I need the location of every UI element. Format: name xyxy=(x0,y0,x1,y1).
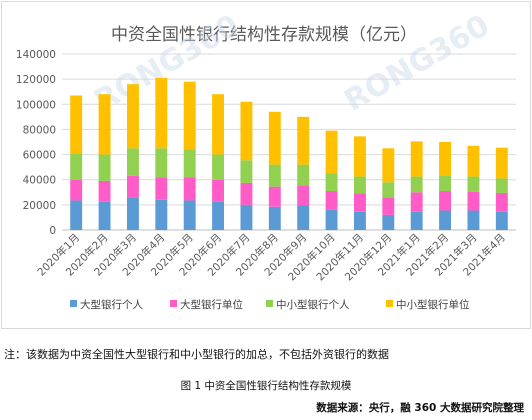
bar-segment xyxy=(495,211,508,230)
bar-segment xyxy=(439,142,452,176)
bar-segment xyxy=(495,147,508,179)
legend-label: 中小型银行个人 xyxy=(276,298,350,311)
y-tick-label: 0 xyxy=(49,225,56,237)
bar-segment xyxy=(439,210,452,230)
y-tick-label: 40000 xyxy=(23,175,56,187)
y-tick-label: 140000 xyxy=(16,49,56,61)
bar-segment xyxy=(353,193,366,212)
bar-segment xyxy=(325,173,338,192)
bar-segment xyxy=(382,148,395,183)
bar-segment xyxy=(439,191,452,211)
bar-segment xyxy=(410,141,423,177)
legend-label: 大型银行单位 xyxy=(180,298,243,311)
bar-segment xyxy=(126,84,139,149)
legend-swatch xyxy=(266,300,273,307)
bar-segment xyxy=(155,77,168,149)
bar-segment xyxy=(240,204,253,230)
bar-segment xyxy=(325,209,338,230)
bar-segment xyxy=(212,201,225,230)
y-axis-ticks: 0 20000 40000 60000 80000 100000 120000 140000 xyxy=(16,49,56,237)
y-tick-label: 100000 xyxy=(16,99,56,111)
bar-segment xyxy=(325,191,338,210)
bar-segment xyxy=(353,136,366,177)
chart-title: 中资全国性银行结构性存款规模（亿元） xyxy=(111,25,417,45)
bar-segment xyxy=(183,177,196,201)
bar-segment xyxy=(70,95,83,154)
bar-segment xyxy=(212,154,225,180)
footnote: 注：该数据为中资全国性大型银行和中小型银行的加总，不包括外资银行的数据 xyxy=(4,348,389,361)
y-tick-label: 80000 xyxy=(23,124,56,136)
stacked-bar-chart: 中资全国性银行结构性存款规模（亿元） RONG360 RONG360 020000… xyxy=(16,8,516,311)
bar-segment xyxy=(155,177,168,200)
bar-segment xyxy=(70,153,83,180)
bar-segment xyxy=(240,182,253,205)
legend-swatch xyxy=(170,300,177,307)
legend-label: 大型银行个人 xyxy=(80,298,143,311)
bar-segment xyxy=(268,164,281,187)
bar-segment xyxy=(98,154,111,181)
bar-segment xyxy=(98,201,111,230)
chart-frame: 中资全国性银行结构性存款规模（亿元） RONG360 RONG360 0 20000… xyxy=(1,1,531,329)
figure-caption: 图 1 中资全国性银行结构性存款规模 xyxy=(180,380,352,392)
bar-segment xyxy=(410,211,423,230)
bar-segment xyxy=(297,164,310,186)
bar-segment xyxy=(467,210,480,230)
bar-segment xyxy=(467,145,480,177)
data-source: 数据来源：央行，融 360 大数据研究院整理 xyxy=(316,402,524,414)
bar-segment xyxy=(467,176,480,192)
bar-segment xyxy=(268,186,281,207)
x-axis-ticks: 2020年1月2020年2月2020年3月2020年4月2020年5月2020年… xyxy=(35,231,508,283)
bars-group xyxy=(70,77,508,230)
bar-segment xyxy=(70,200,83,230)
bar-segment xyxy=(212,179,225,202)
bar-segment xyxy=(353,211,366,230)
bar-segment xyxy=(183,200,196,230)
y-tick-label: 120000 xyxy=(16,74,56,86)
bar-segment xyxy=(410,192,423,212)
bar-segment xyxy=(382,197,395,215)
bar-segment xyxy=(70,179,83,201)
bar-segment xyxy=(297,185,310,206)
legend: 大型银行个人 大型银行单位 中小型银行个人 中小型银行单位 xyxy=(70,298,470,311)
bar-segment xyxy=(382,182,395,198)
bar-segment xyxy=(98,94,111,155)
bar-segment xyxy=(297,116,310,165)
bar-segment xyxy=(353,176,366,194)
bar-segment xyxy=(410,176,423,193)
bar-segment xyxy=(212,94,225,155)
bar-segment xyxy=(240,160,253,183)
bar-segment xyxy=(495,178,508,193)
bar-segment xyxy=(495,192,508,212)
bar-segment xyxy=(155,199,168,230)
legend-label: 中小型银行单位 xyxy=(396,298,470,311)
bar-segment xyxy=(268,206,281,230)
bar-segment xyxy=(126,197,139,230)
bar-segment xyxy=(240,101,253,161)
legend-swatch xyxy=(70,300,77,307)
bar-segment xyxy=(98,180,111,202)
bar-segment xyxy=(155,148,168,178)
bar-segment xyxy=(297,205,310,230)
bar-segment xyxy=(325,130,338,174)
bar-segment xyxy=(126,148,139,176)
bar-segment xyxy=(382,214,395,230)
y-tick-label: 60000 xyxy=(23,150,56,162)
y-tick-label: 20000 xyxy=(23,200,56,212)
bar-segment xyxy=(439,175,452,192)
legend-swatch xyxy=(386,300,393,307)
bar-segment xyxy=(183,149,196,178)
bar-segment xyxy=(126,175,139,198)
bar-segment xyxy=(467,191,480,211)
bar-segment xyxy=(183,81,196,150)
bar-segment xyxy=(268,111,281,165)
